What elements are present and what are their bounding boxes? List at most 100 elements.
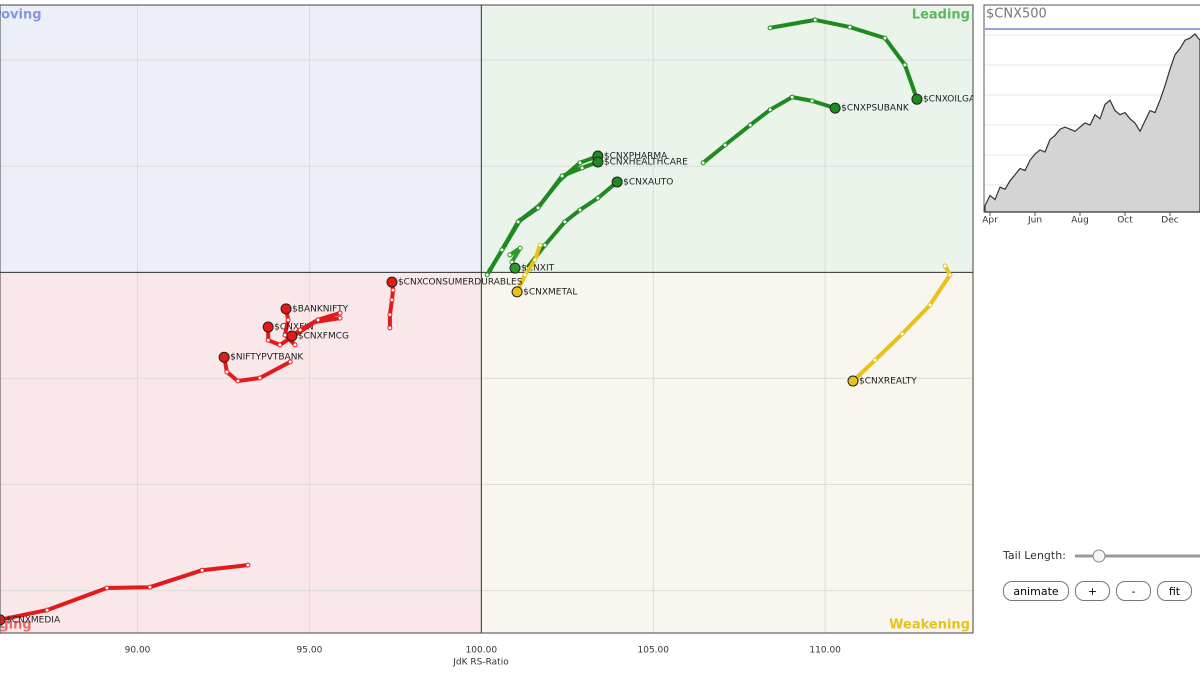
tail-point bbox=[789, 94, 795, 100]
series-label: $CNXMEDIA bbox=[6, 615, 61, 625]
series-label: $CNXREALTY bbox=[859, 376, 917, 386]
tail-point bbox=[542, 242, 548, 248]
quadrant-label: Leading bbox=[912, 8, 970, 23]
quadrant-bg bbox=[481, 272, 973, 633]
tail-point bbox=[245, 562, 251, 568]
tail-point bbox=[537, 242, 543, 248]
control-button[interactable]: fit bbox=[1157, 581, 1192, 601]
tail-head bbox=[847, 375, 859, 387]
tail-point bbox=[147, 584, 153, 590]
series-label: $CNXPSUBANK bbox=[841, 104, 910, 114]
tail-head bbox=[386, 276, 398, 288]
tail-point bbox=[389, 297, 395, 303]
series-label: $BANKNIFTY bbox=[292, 304, 349, 314]
series-label: $CNXIT bbox=[521, 264, 555, 274]
tail-head bbox=[611, 176, 623, 188]
tail-length-label: Tail Length: bbox=[1002, 549, 1066, 562]
tail-head bbox=[0, 614, 6, 626]
tail-point bbox=[387, 312, 393, 318]
tail-point bbox=[104, 585, 110, 591]
tail-head bbox=[218, 351, 230, 363]
tail-point bbox=[532, 257, 538, 263]
tail-point bbox=[44, 607, 50, 613]
mini-area bbox=[984, 33, 1200, 213]
tail-point bbox=[499, 247, 505, 253]
slider-handle[interactable] bbox=[1092, 549, 1106, 563]
mini-x-label: Apr bbox=[982, 216, 998, 226]
tail-point bbox=[872, 357, 878, 363]
tail-point bbox=[390, 287, 396, 293]
tail-point bbox=[282, 332, 288, 338]
plot-border bbox=[0, 4, 974, 634]
tail-line bbox=[515, 243, 543, 294]
tail-point bbox=[902, 62, 908, 68]
control-button[interactable]: animate bbox=[1003, 581, 1069, 601]
control-button[interactable]: + bbox=[1075, 581, 1110, 601]
tail-point bbox=[579, 165, 585, 171]
tail-head bbox=[911, 93, 923, 105]
control-button[interactable]: - bbox=[1116, 581, 1151, 601]
series-label: $CNXCONSUMERDURABLES bbox=[398, 278, 523, 288]
tail-point bbox=[277, 342, 283, 348]
tail-head bbox=[509, 262, 521, 274]
x-tick-label: 90.00 bbox=[125, 646, 151, 656]
tail-point bbox=[535, 205, 541, 211]
quadrant-bg bbox=[0, 272, 482, 633]
tail-point bbox=[559, 173, 565, 179]
mini-x-label: Jun bbox=[1027, 216, 1042, 226]
tail-point bbox=[337, 315, 343, 321]
tail-line bbox=[525, 179, 620, 271]
series-label: $CNXMETAL bbox=[523, 287, 577, 297]
tail-point bbox=[899, 331, 905, 337]
series-label: $CNXFMCG bbox=[298, 331, 349, 341]
mini-x-label: Oct bbox=[1117, 216, 1133, 226]
mini-title: $CNX500 bbox=[986, 7, 1047, 22]
tail-point bbox=[812, 17, 818, 23]
tail-point bbox=[847, 24, 853, 30]
tail-point bbox=[484, 272, 490, 278]
tail-point bbox=[577, 160, 583, 166]
x-axis-title: JdK RS-Ratio bbox=[452, 658, 509, 668]
tail-head bbox=[829, 102, 841, 114]
tail-point bbox=[507, 252, 513, 258]
tail-line bbox=[768, 17, 919, 102]
tail-point bbox=[285, 317, 291, 323]
quadrant-label: Weakening bbox=[889, 618, 970, 633]
series-label: $CNXHEALTHCARE bbox=[604, 158, 688, 168]
tail-point bbox=[747, 122, 753, 128]
tail-point bbox=[942, 263, 948, 269]
x-tick-label: 110.00 bbox=[809, 646, 841, 656]
x-tick-label: 105.00 bbox=[638, 646, 670, 656]
series-label: $CNXOILGAS bbox=[923, 95, 981, 105]
tail-point bbox=[199, 567, 205, 573]
tail-point bbox=[292, 342, 298, 348]
mini-x-label: Aug bbox=[1071, 216, 1089, 226]
tail-head bbox=[511, 286, 523, 298]
tail-point bbox=[927, 302, 933, 308]
tail-point bbox=[947, 272, 953, 278]
tail-point bbox=[315, 317, 321, 323]
tail-point bbox=[337, 310, 343, 316]
series-label: $CNXFIN bbox=[274, 323, 313, 333]
tail-point bbox=[265, 337, 271, 343]
rrg-plot: Improving Leading Lagging Weakening $CNXOILG… bbox=[0, 5, 981, 633]
tail-head bbox=[286, 330, 298, 342]
tail-point bbox=[297, 327, 303, 333]
tail-point bbox=[515, 219, 521, 225]
tail-point bbox=[700, 160, 706, 166]
mini-chart: Apr Jun Aug Oct Dec bbox=[982, 4, 1200, 226]
tail-point bbox=[809, 98, 815, 104]
tail-point bbox=[235, 378, 241, 384]
tail-point bbox=[562, 219, 568, 225]
tail-point bbox=[767, 25, 773, 31]
tail-head bbox=[262, 321, 274, 333]
quadrant-label: Lagging bbox=[0, 618, 32, 633]
tail-point bbox=[595, 195, 601, 201]
x-tick-label: 100.00 bbox=[466, 646, 498, 656]
tail-head bbox=[592, 156, 604, 168]
tail-point bbox=[767, 107, 773, 113]
series-label: $CNXAUTO bbox=[623, 177, 673, 187]
mini-x-label: Dec bbox=[1161, 216, 1178, 226]
